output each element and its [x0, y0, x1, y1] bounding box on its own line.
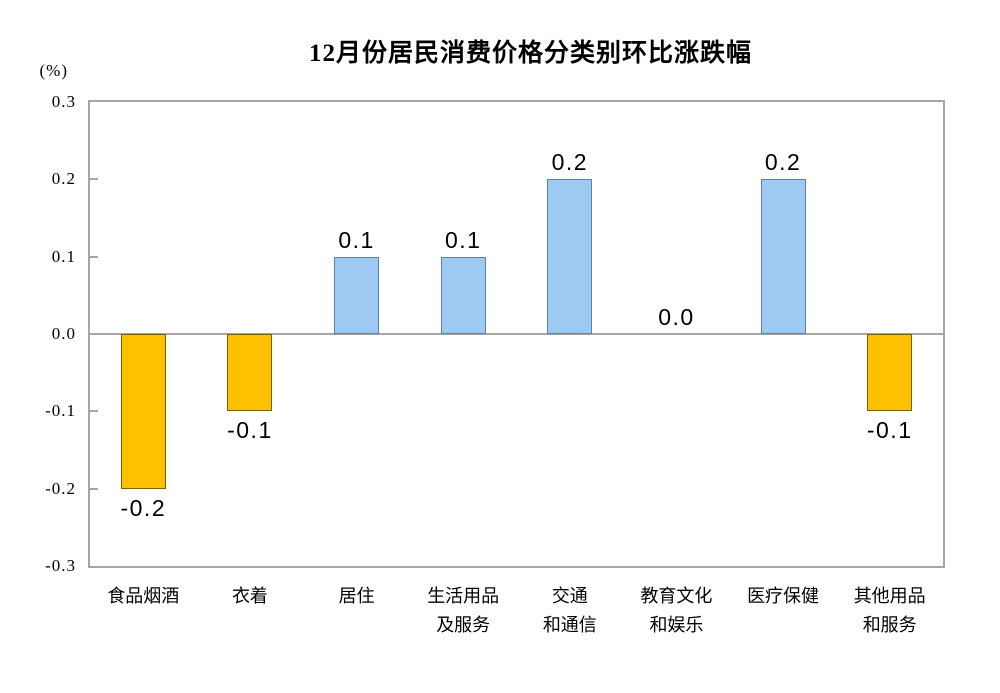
y-axis-tick-mark [90, 410, 98, 413]
x-axis-category-label: 交通 和通信 [517, 582, 624, 640]
y-axis-tick-label: -0.3 [45, 556, 76, 575]
bar-value-label: 0.0 [658, 304, 695, 330]
y-axis-tick-label: -0.1 [45, 401, 76, 421]
plot-area [88, 100, 945, 568]
bar-value-label: -0.2 [120, 494, 167, 521]
x-axis-category-label-line: 生活用品 [427, 586, 500, 606]
bar-value-label: 0.1 [338, 226, 375, 253]
x-axis-category-label: 医疗保健 [730, 582, 837, 611]
x-axis-category-label: 衣着 [197, 582, 304, 611]
x-axis-category-label: 食品烟酒 [90, 582, 197, 611]
bar-value-label: 0.2 [764, 149, 802, 176]
bar-positive [760, 179, 806, 334]
x-axis-category-label: 其他用品 和服务 [836, 582, 943, 640]
x-axis-category-label: 生活用品 及服务 [410, 582, 517, 640]
x-axis-category-label-line: 其他用品 [853, 586, 926, 606]
y-axis-tick-label: 0.0 [51, 324, 76, 343]
zero-axis-line [90, 333, 943, 335]
y-axis-tick-mark [90, 178, 98, 181]
y-axis-tick-label: -0.2 [45, 478, 76, 498]
x-axis-category-label-line: 及服务 [436, 615, 491, 635]
bar-negative [227, 334, 273, 412]
x-axis-category-label-line: 和服务 [862, 615, 917, 635]
bar-value-label: 0.1 [444, 226, 482, 253]
y-axis-tick-label: 0.2 [51, 169, 76, 189]
bar-value-label: 0.2 [551, 149, 589, 176]
x-axis-category-label-line: 交通 [551, 586, 588, 606]
x-axis-category-label: 居住 [303, 582, 410, 611]
bar-positive [547, 179, 593, 334]
bar-value-label: -0.1 [866, 417, 913, 444]
y-axis-tick-label: 0.3 [51, 92, 76, 111]
x-axis-category-label-line: 和通信 [542, 615, 597, 635]
chart-title: 12月份居民消费价格分类别环比涨跌幅 [308, 40, 752, 67]
x-axis-category-label-line: 医疗保健 [747, 586, 820, 606]
bar-positive [334, 256, 380, 334]
bar-value-label: -0.1 [227, 417, 273, 444]
y-axis-unit-label: (%) [39, 61, 68, 80]
y-axis-tick-label: 0.1 [51, 246, 76, 266]
bar-negative [867, 334, 913, 412]
x-axis-category-label-line: 教育文化 [640, 586, 713, 606]
x-axis-category-label-line: 食品烟酒 [107, 586, 180, 606]
x-axis-category-label-line: 衣着 [231, 586, 268, 606]
bar-positive [440, 256, 486, 334]
y-axis-tick-mark [90, 255, 98, 258]
x-axis-category-label-line: 居住 [338, 586, 375, 606]
x-axis-category-label: 教育文化 和娱乐 [623, 582, 730, 640]
y-axis-tick-mark [90, 487, 98, 490]
x-axis-category-label-line: 和娱乐 [649, 615, 704, 635]
bar-negative [120, 334, 166, 489]
